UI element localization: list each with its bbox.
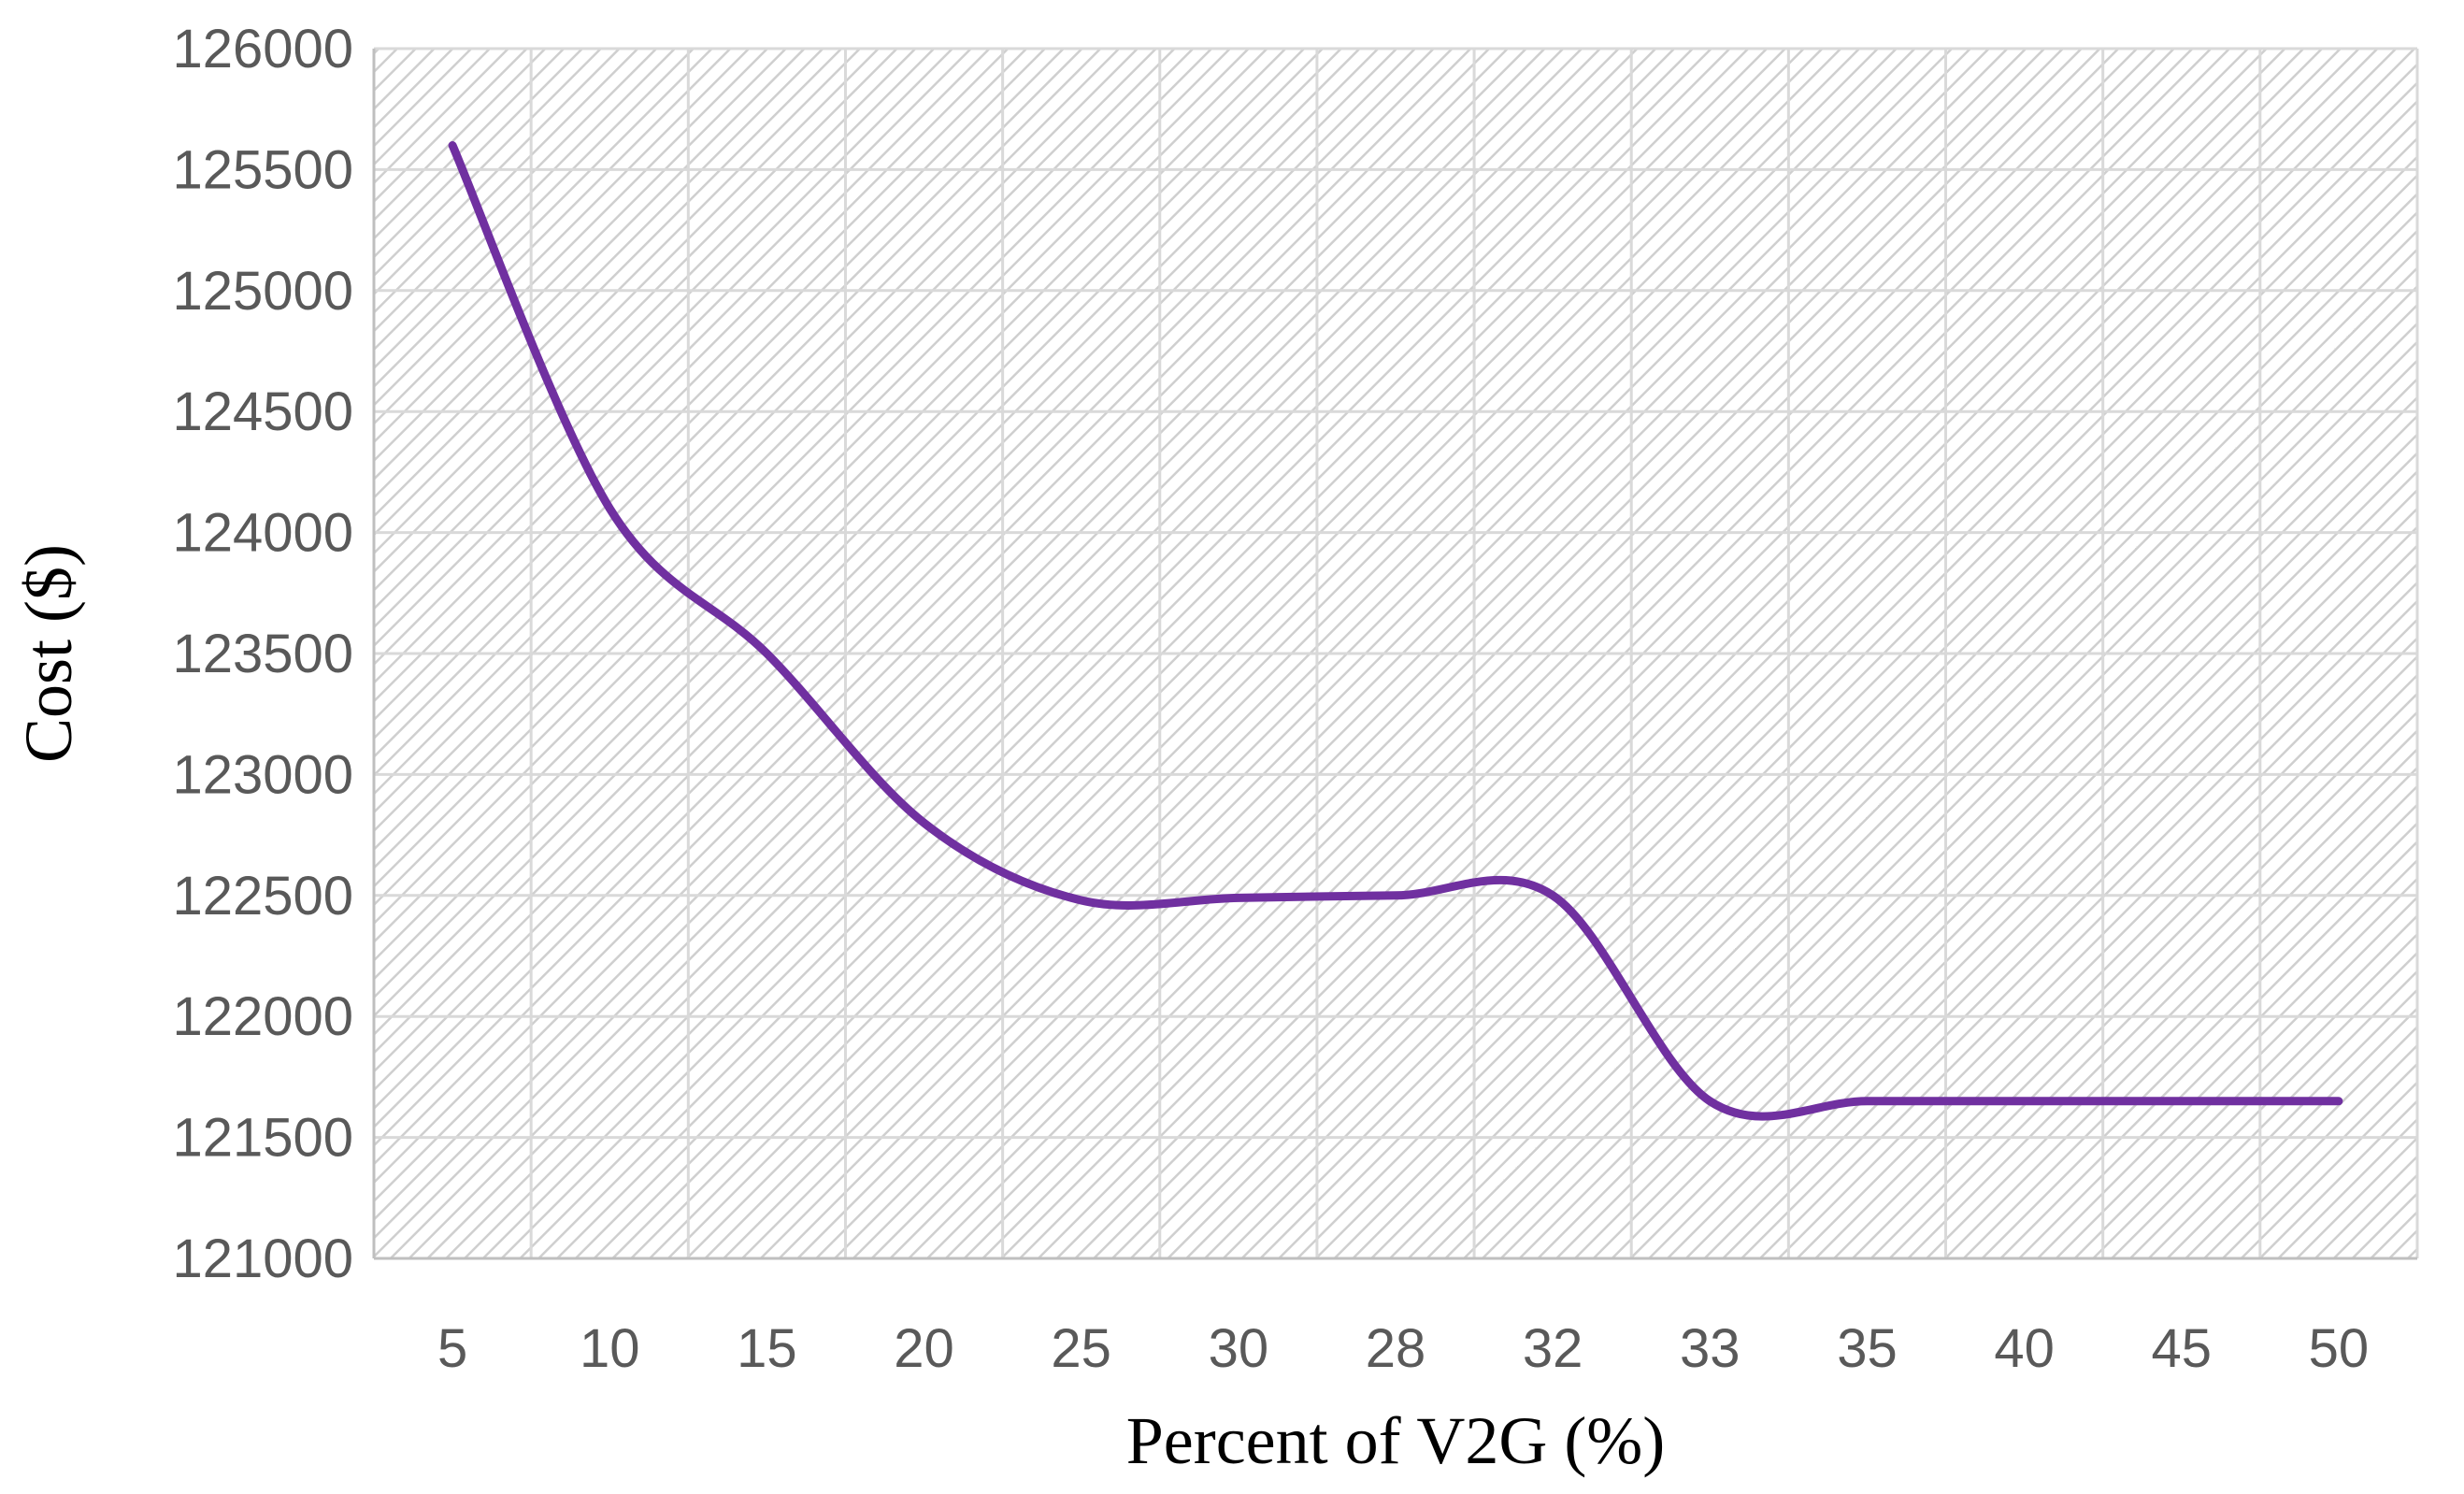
y-tick-label: 123000 [172, 744, 353, 805]
x-tick-label: 50 [2309, 1318, 2370, 1379]
y-tick-label: 123500 [172, 624, 353, 684]
grid-lines [372, 47, 2419, 1260]
y-tick-label: 121500 [172, 1108, 353, 1169]
axes [372, 49, 2417, 1260]
y-tick-label: 125000 [172, 261, 353, 322]
y-tick-label: 125500 [172, 139, 353, 200]
y-tick-label: 122000 [172, 986, 353, 1047]
x-tick-label: 20 [894, 1318, 954, 1379]
y-tick-label: 124500 [172, 381, 353, 442]
y-tick-label: 126000 [172, 19, 353, 79]
y-axis-title: Cost ($) [11, 544, 86, 763]
x-tick-label: 32 [1523, 1318, 1583, 1379]
x-tick-label: 30 [1209, 1318, 1269, 1379]
x-tick-label: 40 [1994, 1318, 2055, 1379]
x-tick-label: 35 [1837, 1318, 1898, 1379]
x-tick-label: 28 [1366, 1318, 1426, 1379]
x-tick-label: 10 [580, 1318, 640, 1379]
x-axis-ticks: 5 10 15 20 25 30 28 32 33 35 40 45 50 [437, 1318, 2369, 1379]
x-tick-label: 45 [2152, 1318, 2213, 1379]
y-tick-label: 122500 [172, 866, 353, 927]
y-tick-label: 124000 [172, 503, 353, 564]
x-tick-label: 25 [1051, 1318, 1111, 1379]
series-line-cost [448, 141, 2343, 1121]
x-axis-title: Percent of V2G (%) [1126, 1403, 1666, 1478]
x-tick-label: 5 [437, 1318, 467, 1379]
y-axis-ticks: 121000 121500 122000 122500 123000 123500 1240… [172, 19, 353, 1289]
y-tick-label: 121000 [172, 1228, 353, 1289]
x-tick-label: 15 [737, 1318, 797, 1379]
series-group [448, 141, 2343, 1121]
x-tick-label: 33 [1680, 1318, 1741, 1379]
